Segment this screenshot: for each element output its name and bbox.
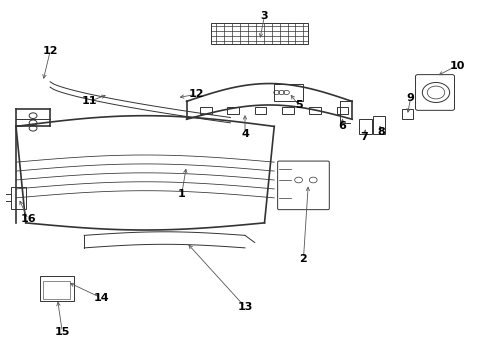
Bar xyxy=(309,108,321,114)
Bar xyxy=(274,84,303,102)
Text: 5: 5 xyxy=(295,100,302,110)
Bar xyxy=(40,276,74,301)
Text: 1: 1 xyxy=(178,189,186,199)
FancyBboxPatch shape xyxy=(278,161,329,210)
Bar xyxy=(337,108,348,114)
Text: 12: 12 xyxy=(42,46,58,57)
Text: 9: 9 xyxy=(407,93,415,103)
Bar xyxy=(255,108,267,114)
Bar xyxy=(282,108,294,114)
Text: 4: 4 xyxy=(241,129,249,139)
Bar xyxy=(11,187,26,208)
Text: 7: 7 xyxy=(361,132,368,142)
Text: 11: 11 xyxy=(81,96,97,107)
Text: 10: 10 xyxy=(449,61,465,71)
Text: 8: 8 xyxy=(378,127,385,137)
Bar xyxy=(402,109,413,119)
Text: 12: 12 xyxy=(189,89,204,99)
Text: 2: 2 xyxy=(299,253,307,264)
Bar xyxy=(373,116,385,134)
Text: 6: 6 xyxy=(339,121,346,131)
Text: 15: 15 xyxy=(54,327,70,337)
Text: 13: 13 xyxy=(237,302,253,312)
Bar xyxy=(43,281,70,298)
FancyBboxPatch shape xyxy=(416,75,455,111)
Bar xyxy=(227,108,239,114)
Text: 16: 16 xyxy=(21,214,36,224)
Bar xyxy=(211,23,308,44)
Bar xyxy=(360,119,372,134)
Text: 3: 3 xyxy=(261,11,269,21)
Text: 14: 14 xyxy=(94,293,109,303)
Bar xyxy=(200,108,212,114)
